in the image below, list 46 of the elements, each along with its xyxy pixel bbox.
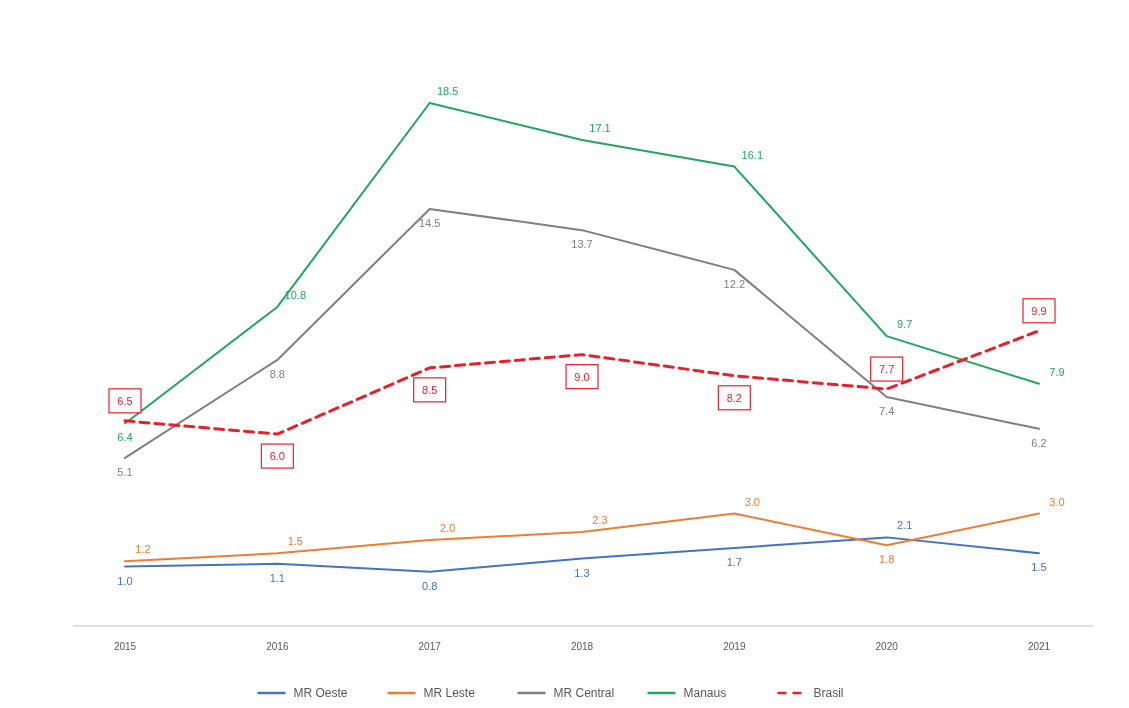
data-label: 12.2 [723, 277, 746, 290]
x-tick-label: 2021 [1027, 641, 1051, 652]
legend-label: Brasil [813, 686, 844, 700]
data-label: 8.8 [269, 367, 285, 380]
data-label: 9.7 [897, 318, 913, 331]
data-label: 8.2 [726, 391, 742, 404]
data-label: 1.5 [287, 535, 303, 548]
data-label: 1.1 [269, 571, 285, 584]
data-label: 9.9 [1031, 304, 1047, 317]
x-tick-label: 2018 [570, 641, 594, 652]
data-label: 1.8 [879, 553, 895, 566]
data-label: 6.2 [1031, 436, 1047, 449]
x-tick-label: 2015 [113, 641, 137, 652]
data-label: 1.2 [135, 543, 151, 556]
data-label: 7.4 [879, 405, 895, 417]
data-label: 2.3 [592, 514, 608, 527]
x-tick-label: 2019 [723, 641, 746, 652]
data-label: 7.9 [1049, 365, 1065, 378]
x-tick-label: 2017 [418, 641, 442, 652]
data-label: 6.0 [269, 450, 285, 463]
data-label: 6.4 [117, 431, 133, 444]
legend-label: MR Central [553, 686, 615, 700]
data-label: 1.5 [1031, 561, 1047, 574]
data-label: 1.3 [574, 566, 590, 579]
data-label: 8.5 [422, 383, 438, 396]
data-label: 7.7 [879, 363, 895, 376]
legend-label: MR Oeste [293, 686, 348, 700]
data-label: 2.1 [897, 519, 913, 532]
data-label: 13.7 [571, 238, 593, 251]
x-tick-label: 2020 [875, 641, 899, 652]
legend-label: MR Leste [423, 686, 476, 700]
data-label: 2.0 [440, 522, 456, 535]
data-label: 0.8 [422, 579, 438, 592]
data-label: 18.5 [436, 85, 459, 97]
data-label: 9.0 [574, 370, 590, 383]
data-label: 3.0 [1049, 495, 1065, 508]
data-label: 1.7 [726, 555, 742, 568]
data-label: 14.5 [418, 216, 441, 229]
data-label: 6.5 [117, 394, 133, 407]
data-label: 1.0 [117, 574, 133, 587]
x-tick-label: 2016 [266, 641, 289, 652]
data-label: 3.0 [744, 495, 760, 508]
legend-label: Manaus [683, 686, 727, 700]
data-label: 5.1 [117, 465, 133, 478]
data-label: 16.1 [741, 148, 764, 161]
data-label: 17.1 [589, 122, 611, 135]
